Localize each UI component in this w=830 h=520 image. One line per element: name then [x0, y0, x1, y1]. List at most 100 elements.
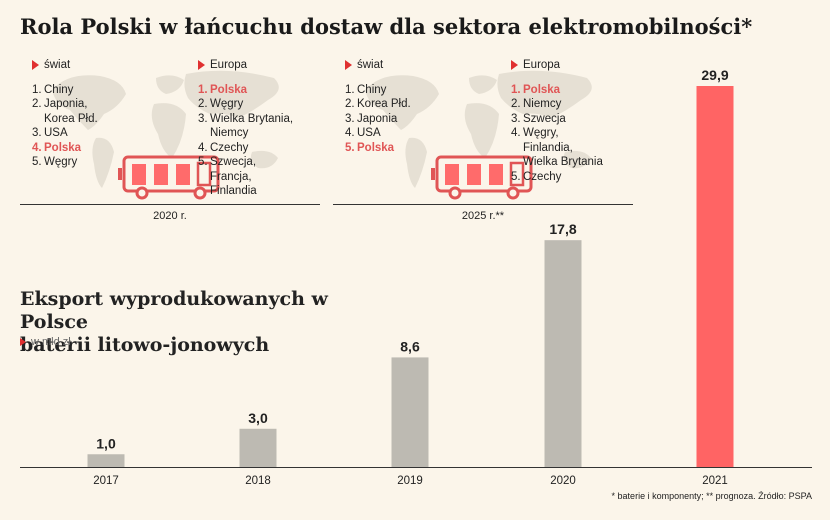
data-label-2020: 17,8 [549, 221, 576, 237]
triangle-marker-icon [32, 60, 39, 71]
rank-name: Czechy [210, 141, 249, 154]
rank-number: 1. [32, 83, 42, 96]
rank-number: 4. [511, 127, 521, 139]
list-item: 2. Węgry [198, 97, 293, 112]
rank-name: Polska [357, 141, 395, 154]
list-item: 3. Szwecja [511, 112, 603, 127]
list-item: 4. USA [345, 126, 411, 141]
rank-number: 2. [32, 98, 42, 110]
list-item: 5. Polska [345, 141, 411, 156]
battery-truck-icon [431, 155, 533, 200]
list-item: 4. Czechy [198, 141, 293, 156]
rank-number: 2. [511, 98, 521, 110]
panel-year-label: 2025 r.** [461, 210, 505, 222]
rank-number: 5. [198, 156, 208, 168]
panel-2020: świat 1. Chiny 2. Japonia, Korea Płd. 3. USA 4… [20, 50, 320, 230]
rank-number: 3. [511, 112, 521, 125]
rank-number: 3. [32, 127, 42, 139]
europe-ranking-2020: Europa 1. Polska 2. Węgry 3. Wielka Brytania,… [198, 58, 293, 199]
rank-name: Węgry [44, 156, 78, 168]
chart-unit: w mld zł [20, 336, 71, 348]
rank-name: Węgry, Finlandia, Wielka Brytania [523, 127, 603, 168]
data-label-2018: 3,0 [248, 410, 268, 426]
rank-number: 5. [32, 156, 42, 168]
triangle-marker-icon [345, 60, 352, 71]
rank-name: Polska [210, 83, 248, 96]
list-item: 2. Korea Płd. [345, 97, 411, 112]
rank-name: Polska [523, 83, 561, 96]
list-item: 5. Szwecja, Francja, Finlandia [198, 155, 293, 199]
list-item: 3. Japonia [345, 112, 411, 127]
rank-name: Japonia [357, 112, 398, 125]
rank-number: 5. [345, 141, 355, 154]
world-map-icon [365, 70, 592, 188]
panel-divider [20, 204, 320, 205]
rank-number: 2. [345, 98, 355, 110]
rank-name: USA [44, 127, 68, 139]
world-label: świat [357, 59, 384, 71]
rank-name: Japonia, Korea Płd. [44, 98, 98, 125]
rank-number: 5. [511, 170, 521, 183]
list-item: 3. Wielka Brytania, Niemcy [198, 112, 293, 141]
world-label: świat [44, 59, 71, 71]
list-item: 1. Polska [198, 83, 293, 98]
triangle-marker-icon [20, 338, 26, 346]
x-tick-label: 2018 [245, 475, 271, 487]
panel-divider [333, 204, 633, 205]
world-ranking-2025: świat 1. Chiny 2. Korea Płd. 3. Japonia 4. USA 5… [345, 58, 411, 155]
list-item: 1. Polska [511, 83, 603, 98]
rank-name: Wielka Brytania, Niemcy [210, 112, 294, 140]
europe-ranking-2025: Europa 1. Polska 2. Niemcy 3. Szwecja 4. Węgry,… [511, 58, 603, 184]
world-map-icon [52, 70, 279, 188]
list-item: 4. Polska [32, 141, 98, 156]
data-label-2021: 29,9 [701, 67, 728, 83]
data-label-2019: 8,6 [400, 338, 420, 354]
list-item: 1. Chiny [345, 83, 411, 98]
bar-2017 [87, 454, 125, 467]
ranking-list: 1. Chiny 2. Korea Płd. 3. Japonia 4. USA 5. Polsk… [345, 83, 411, 156]
infographic-title: Rola Polski w łańcuchu dostaw dla sektor… [20, 14, 753, 39]
list-item: 4. Węgry, Finlandia, Wielka Brytania [511, 126, 603, 170]
rank-number: 3. [345, 112, 355, 125]
bar-2019 [391, 357, 429, 467]
rank-number: 1. [198, 83, 208, 96]
triangle-marker-icon [511, 60, 518, 71]
rank-number: 4. [32, 141, 42, 154]
x-tick-label: 2019 [397, 475, 423, 487]
rank-name: Niemcy [523, 98, 562, 110]
list-item: 1. Chiny [32, 83, 98, 98]
rank-number: 3. [198, 112, 208, 125]
list-item: 2. Japonia, Korea Płd. [32, 97, 98, 126]
bar-2018 [239, 428, 277, 467]
rank-name: Szwecja [523, 112, 566, 125]
rank-name: Polska [44, 141, 82, 154]
x-tick-label: 2020 [550, 475, 576, 487]
x-tick-label: 2021 [702, 475, 728, 487]
rank-number: 2. [198, 98, 208, 110]
rank-name: Szwecja, Francja, Finlandia [210, 156, 257, 197]
rank-number: 1. [511, 83, 521, 96]
bar-2021 [696, 86, 734, 467]
rank-number: 4. [345, 127, 355, 139]
bar-2020 [544, 240, 582, 467]
ranking-list: 1. Polska 2. Niemcy 3. Szwecja 4. Węgry, Finlan… [511, 83, 603, 185]
chart-title: Eksport wyprodukowanych w Polsce baterii… [20, 288, 328, 356]
list-item: 5. Czechy [511, 170, 603, 185]
rank-name: Chiny [357, 83, 387, 96]
x-tick-label: 2017 [93, 475, 119, 487]
rank-number: 4. [198, 141, 208, 154]
list-item: 2. Niemcy [511, 97, 603, 112]
list-item: 5. Węgry [32, 155, 98, 170]
ranking-list: 1. Chiny 2. Japonia, Korea Płd. 3. USA 4. Polsk… [32, 83, 98, 170]
triangle-marker-icon [198, 60, 205, 71]
rank-name: Węgry [210, 98, 244, 110]
rank-name: Czechy [523, 170, 562, 183]
battery-truck-icon [118, 155, 220, 200]
panel-year-label: 2020 r. [153, 210, 187, 222]
data-label-2017: 1,0 [96, 435, 116, 451]
rank-number: 1. [345, 83, 355, 96]
rank-name: USA [357, 127, 381, 139]
source-note: * baterie i komponenty; ** prognoza. Źró… [611, 491, 812, 501]
list-item: 3. USA [32, 126, 98, 141]
